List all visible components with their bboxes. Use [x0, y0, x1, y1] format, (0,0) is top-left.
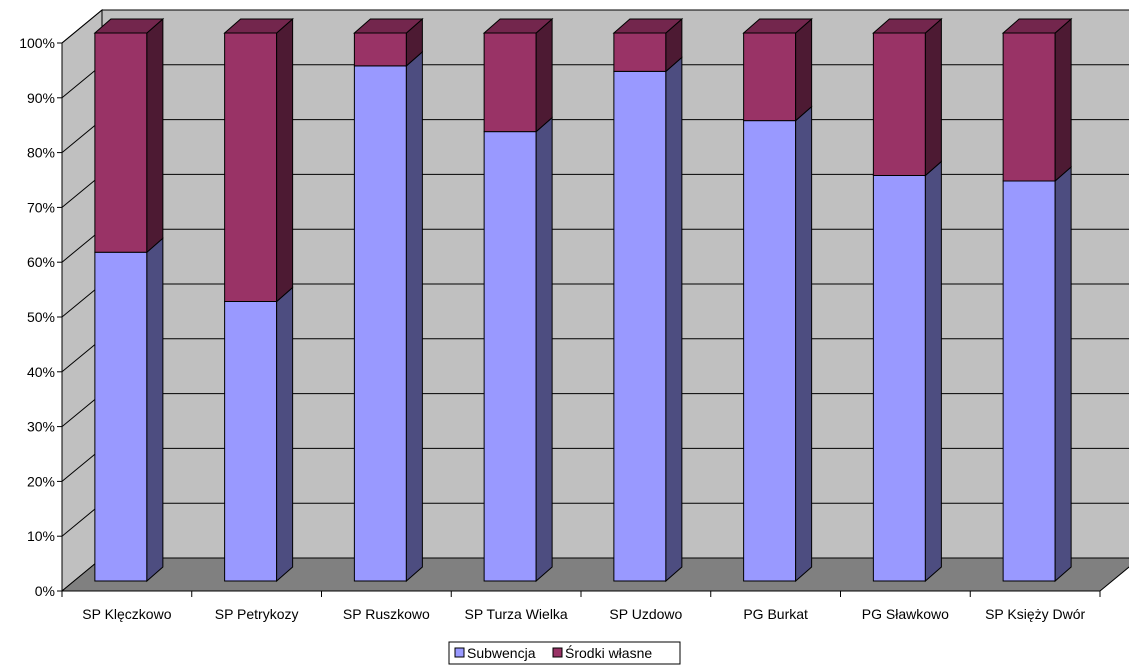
legend-box: [448, 641, 681, 665]
bar-segment-srodki-wlasne: [612, 17, 684, 73]
legend-swatch: [454, 647, 465, 658]
legend-swatch: [552, 647, 563, 658]
bar-segment-subwencja: [613, 56, 683, 583]
y-tick-label: 0%: [35, 583, 55, 599]
bar-segment-srodki-wlasne: [93, 17, 165, 254]
chart-floor: [60, 557, 1129, 592]
y-tick-label: 90%: [27, 90, 55, 106]
bar-segment-subwencja: [1002, 165, 1072, 583]
x-tick-label: SP Petrykozy: [215, 606, 299, 622]
x-tick-label: PG Burkat: [743, 606, 808, 622]
x-tick-label: SP Ruszkowo: [343, 606, 430, 622]
bar-segment-srodki-wlasne: [223, 17, 294, 303]
y-tick-label: 10%: [27, 528, 55, 544]
bars: [93, 17, 1073, 583]
y-tick-label: 100%: [19, 35, 55, 51]
y-tick-label: 40%: [27, 364, 55, 380]
y-tick-label: 80%: [27, 145, 55, 161]
bar-segment-subwencja: [353, 50, 423, 583]
bar-segment-subwencja: [224, 286, 294, 583]
legend: Subwencja Środki własne: [448, 641, 681, 665]
x-tick-label: SP Klęczkowo: [82, 606, 171, 622]
y-axis: 0% 10% 20% 30% 40% 50% 60% 70% 80% 90% 100%: [19, 35, 63, 599]
bar-segment-srodki-wlasne: [482, 17, 554, 133]
bar-segment-subwencja: [872, 160, 942, 583]
bar-segment-subwencja: [743, 105, 813, 583]
y-tick-label: 60%: [27, 254, 55, 270]
bar-segment-srodki-wlasne: [1001, 17, 1073, 183]
gridline-side: [61, 9, 103, 44]
bar-segment-srodki-wlasne: [742, 17, 813, 122]
bar-segment-subwencja: [483, 116, 553, 583]
y-tick-label: 30%: [27, 419, 55, 435]
bar-segment-srodki-wlasne: [872, 17, 943, 177]
y-tick-label: 50%: [27, 309, 55, 325]
y-tick-label: 70%: [27, 199, 55, 215]
y-tick-label: 20%: [27, 473, 55, 489]
x-tick-label: SP Uzdowo: [609, 606, 682, 622]
x-tick-label: SP Księży Dwór: [985, 606, 1085, 622]
legend-label: Środki własne: [565, 644, 652, 661]
legend-label: Subwencja: [467, 645, 536, 661]
x-tick-label: SP Turza Wielka: [465, 606, 568, 622]
bar-segment-subwencja: [94, 237, 164, 583]
bar-segment-srodki-wlasne: [353, 17, 424, 67]
x-tick-label: PG Sławkowo: [862, 606, 949, 622]
x-axis: SP Klęczkowo SP Petrykozy SP Ruszkowo SP Tu…: [61, 590, 1101, 622]
